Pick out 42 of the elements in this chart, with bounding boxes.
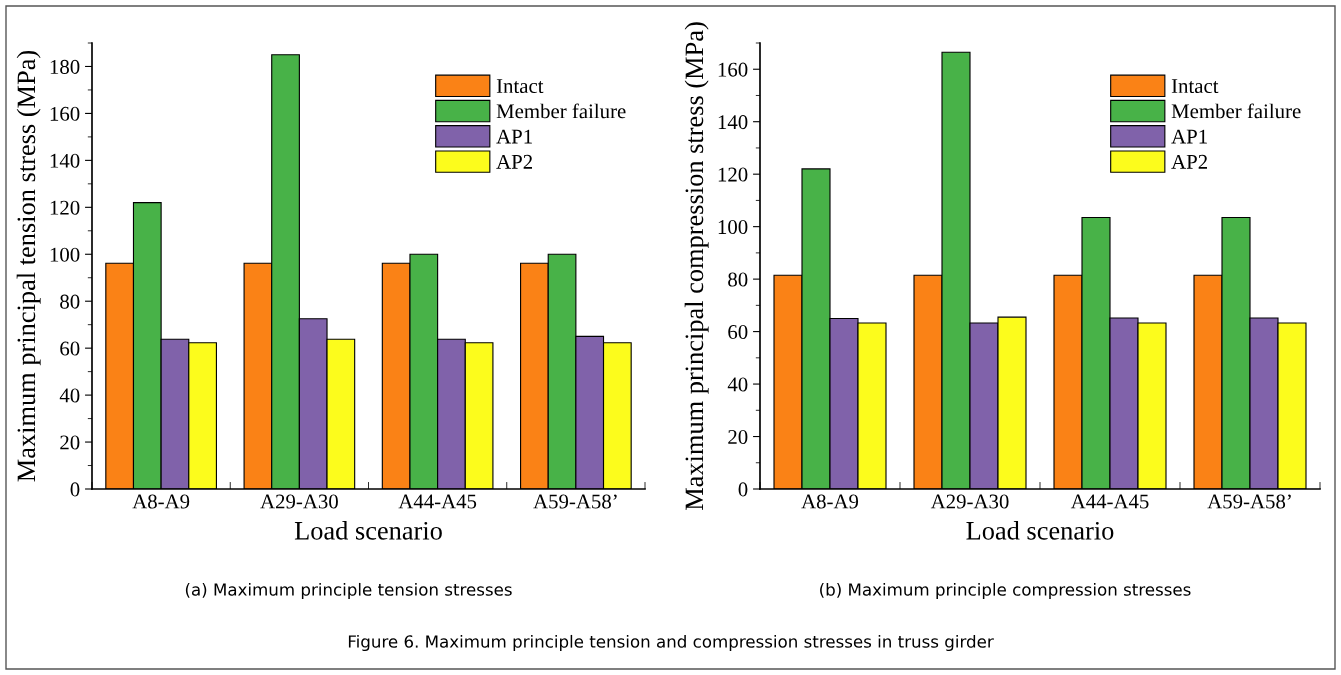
legend-label: AP1 — [496, 129, 532, 144]
y-tick-label: 0 — [70, 482, 80, 497]
x-tick-label: A59-A58’ — [1207, 494, 1291, 509]
y-tick-label: 120 — [50, 200, 80, 215]
y-tick-label: 180 — [50, 59, 80, 74]
x-tick-label: A59-A58’ — [533, 494, 617, 509]
legend-label: Member failure — [496, 103, 626, 119]
x-tick-label: A8-A9 — [801, 494, 859, 509]
y-tick-label: 80 — [728, 272, 748, 287]
y-tick-label: 160 — [718, 62, 748, 77]
y-tick-label: 20 — [60, 435, 80, 450]
x-tick-label: A29-A30 — [260, 494, 338, 509]
y-tick-label: 120 — [718, 167, 748, 182]
legend-label: AP2 — [1171, 154, 1207, 169]
x-tick-label: A44-A45 — [1070, 494, 1149, 509]
y-tick-label: 160 — [50, 106, 80, 121]
y-tick-label: 40 — [59, 388, 80, 403]
legend-label: Member failure — [1171, 103, 1301, 119]
legend-label: AP2 — [496, 154, 532, 169]
y-axis-title: Maximum principal tension stress (MPa) — [16, 50, 41, 482]
y-tick-label: 20 — [728, 429, 748, 444]
legend-label: Intact — [496, 79, 544, 94]
y-tick-label: 60 — [728, 324, 748, 340]
y-tick-label: 140 — [718, 115, 748, 130]
legend-label: AP1 — [1171, 129, 1207, 144]
text: (a) Maximum principle tension stresses — [185, 582, 512, 600]
text: (b) Maximum principle compression stresses — [820, 582, 1191, 600]
x-tick-label: A44-A45 — [398, 494, 477, 509]
y-tick-label: 60 — [60, 341, 80, 356]
y-tick-label: 80 — [60, 294, 80, 309]
y-axis-title: Maximum principal compression stress (MPa) — [684, 22, 709, 511]
y-tick-label: 100 — [718, 220, 748, 235]
y-tick-label: 0 — [738, 482, 748, 497]
y-tick-label: 100 — [50, 247, 80, 262]
x-tick-label: A8-A9 — [132, 494, 190, 509]
caption: Figure 6. Maximum principle tension and compression stresses in truss girder — [348, 634, 994, 652]
x-axis-title: Load scenario — [966, 521, 1114, 540]
legend-label: Intact — [1171, 79, 1219, 94]
x-tick-label: A29-A30 — [930, 494, 1009, 509]
y-tick-label: 40 — [727, 377, 748, 392]
x-axis-title: Load scenario — [294, 521, 442, 540]
y-tick-label: 140 — [50, 153, 80, 168]
